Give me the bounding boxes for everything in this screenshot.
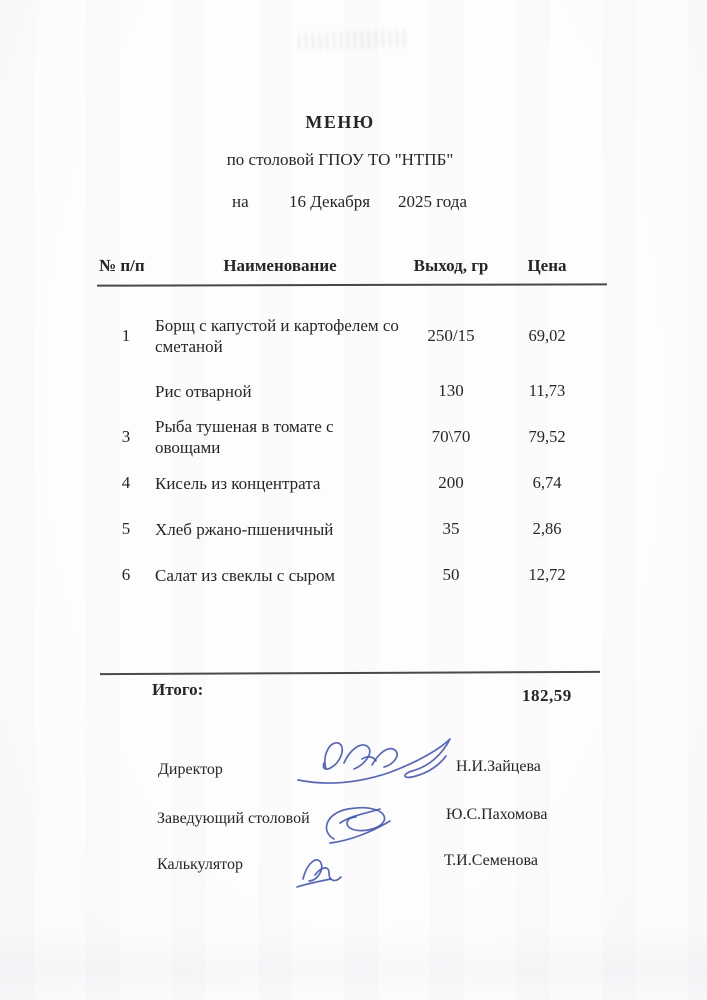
table-row: 6 Салат из свеклы с сыром 50 12,72 — [97, 552, 607, 598]
column-header-output: Выход, гр — [413, 256, 489, 275]
date-year: 2025 года — [398, 192, 468, 211]
menu-table: № п/п Наименование Выход, гр Цена 1 Борщ … — [96, 251, 608, 598]
cell-out: 50 — [442, 565, 460, 584]
cell-out: 200 — [438, 473, 464, 492]
cell-num: 3 — [121, 427, 131, 446]
cell-out: 130 — [438, 381, 464, 400]
director-signature-ink — [297, 738, 451, 784]
cell-num: 6 — [121, 565, 131, 584]
calculator-signature-ink — [296, 859, 342, 888]
signature-role-director: Директор — [158, 761, 223, 778]
table-row: Рис отварной 130 11,73 — [97, 368, 607, 414]
column-header-name: Наименование — [223, 256, 337, 275]
cell-name: Борщ с капустой и картофелем со сметаной — [155, 316, 399, 356]
total-value: 182,59 — [522, 686, 572, 705]
cell-out: 250/15 — [427, 326, 475, 345]
cell-price: 12,72 — [528, 565, 566, 584]
date-prefix: на — [232, 192, 249, 211]
table-row: 1 Борщ с капустой и картофелем со сметано… — [97, 311, 607, 361]
document-header: МЕНЮ по столовой ГПОУ ТО "НТПБ" — [0, 112, 680, 170]
document-subtitle: по столовой ГПОУ ТО "НТПБ" — [226, 150, 454, 169]
cell-name: Рис отварной — [155, 381, 252, 401]
table-header-row: № п/п Наименование Выход, гр Цена — [97, 251, 607, 281]
cell-name: Салат из свеклы с сыром — [155, 565, 335, 585]
cell-out: 35 — [442, 519, 460, 538]
header-underline-rule — [96, 283, 608, 287]
cell-price: 6,74 — [532, 473, 562, 492]
signature-name-canteen-manager: Ю.С.Пахомова — [446, 806, 548, 823]
cell-num: 5 — [121, 519, 131, 538]
cell-num: 4 — [121, 473, 131, 492]
date-value: 16 Декабря — [289, 192, 371, 211]
table-body: 1 Борщ с капустой и картофелем со сметано… — [97, 311, 607, 598]
signature-role-calculator: Калькулятор — [157, 856, 243, 873]
cell-price: 11,73 — [528, 381, 566, 400]
total-label: Итого: — [152, 680, 204, 699]
column-header-number: № п/п — [99, 256, 145, 275]
signature-role-canteen-manager: Заведующий столовой — [157, 810, 310, 827]
signature-name-calculator: Т.И.Семенова — [444, 852, 538, 869]
date-line: на 16 Декабря 2025 года — [0, 192, 707, 214]
table-row: 3 Рыба тушеная в томате с овощами 70\70 79,… — [97, 414, 607, 460]
cell-name: Рыба тушеная в томате с овощами — [155, 417, 334, 457]
table-row: 4 Кисель из концентрата 200 6,74 — [97, 460, 607, 506]
column-header-price: Цена — [527, 256, 567, 275]
total-rule — [99, 670, 601, 676]
cell-num: 1 — [121, 326, 131, 345]
canteen-manager-signature-ink — [325, 806, 391, 844]
cell-out: 70\70 — [431, 427, 471, 446]
table-row: 5 Хлеб ржано-пшеничный 35 2,86 — [97, 506, 607, 552]
cell-price: 79,52 — [528, 427, 566, 446]
document-title: МЕНЮ — [305, 112, 375, 132]
scan-bleedthrough-artifact — [297, 28, 407, 52]
signature-name-director: Н.И.Зайцева — [456, 758, 541, 775]
cell-price: 69,02 — [528, 326, 566, 345]
cell-price: 2,86 — [532, 519, 562, 538]
cell-name: Хлеб ржано-пшеничный — [155, 519, 334, 539]
cell-name: Кисель из концентрата — [155, 473, 321, 493]
